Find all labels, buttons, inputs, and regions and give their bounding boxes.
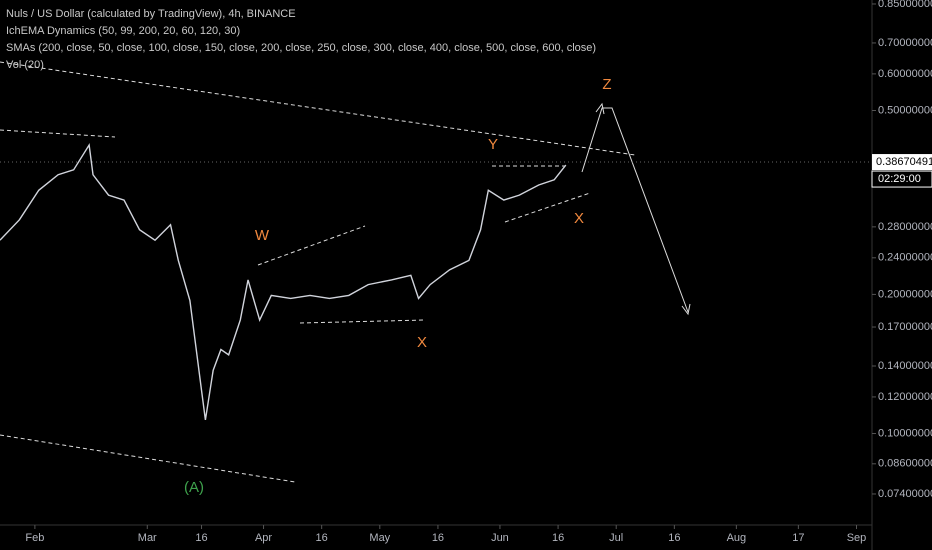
trendlines bbox=[0, 61, 636, 483]
wave-label: X bbox=[417, 334, 427, 351]
x-tick-label: 16 bbox=[316, 532, 328, 544]
wave-label: Z bbox=[602, 76, 611, 93]
y-tick-label: 0.14000000 bbox=[878, 360, 932, 372]
header-line: Vol (20) bbox=[6, 59, 44, 71]
x-tick-label: Mar bbox=[138, 532, 157, 544]
y-tick-label: 0.07400000 bbox=[878, 488, 932, 500]
y-tick-label: 0.50000000 bbox=[878, 104, 932, 116]
y-tick-label: 0.17000000 bbox=[878, 321, 932, 333]
y-tick-label: 0.10000000 bbox=[878, 427, 932, 439]
header-line: IchEMA Dynamics (50, 99, 200, 20, 60, 12… bbox=[6, 25, 240, 37]
y-tick-label: 0.24000000 bbox=[878, 252, 932, 264]
y-tick-label: 0.12000000 bbox=[878, 391, 932, 403]
trendline bbox=[504, 192, 591, 223]
trendline bbox=[0, 61, 636, 156]
trendline bbox=[257, 225, 366, 266]
y-tick-label: 0.60000000 bbox=[878, 68, 932, 80]
x-tick-label: Sep bbox=[847, 532, 867, 544]
arrow-head bbox=[595, 102, 605, 115]
wave-label: (A) bbox=[184, 479, 204, 496]
y-tick-label: 0.70000000 bbox=[878, 37, 932, 49]
header-line: SMAs (200, close, 50, close, 100, close,… bbox=[6, 42, 596, 54]
y-tick-label: 0.28000000 bbox=[878, 221, 932, 233]
x-tick-label: Jul bbox=[609, 532, 623, 544]
x-tick-label: 16 bbox=[432, 532, 444, 544]
x-tick-label: 16 bbox=[195, 532, 207, 544]
legend-header: Nuls / US Dollar (calculated by TradingV… bbox=[6, 8, 596, 71]
last-price-tag bbox=[872, 154, 932, 171]
header-line: Nuls / US Dollar (calculated by TradingV… bbox=[6, 8, 296, 20]
x-tick-label: May bbox=[369, 532, 390, 544]
countdown-tag bbox=[871, 170, 932, 188]
projection-path bbox=[581, 107, 689, 313]
x-tick-label: 17 bbox=[792, 532, 804, 544]
x-tick-label: Apr bbox=[255, 532, 272, 544]
price-line bbox=[0, 142, 567, 421]
trendline bbox=[0, 129, 116, 138]
y-tick-label: 0.20000000 bbox=[878, 288, 932, 300]
wave-label: X bbox=[574, 210, 584, 227]
wave-label: Y bbox=[488, 136, 498, 153]
x-tick-label: 16 bbox=[552, 532, 564, 544]
x-tick-label: Jun bbox=[491, 532, 509, 544]
arrow-head bbox=[681, 303, 691, 316]
x-tick-label: Aug bbox=[727, 532, 747, 544]
x-tick-label: 16 bbox=[668, 532, 680, 544]
last-price-label: 0.38670491 bbox=[876, 156, 932, 168]
projection bbox=[581, 102, 691, 316]
trendline bbox=[0, 434, 296, 483]
countdown-label: 02:29:00 bbox=[878, 173, 921, 185]
x-tick-label: Feb bbox=[25, 532, 44, 544]
y-tick-label: 0.08600000 bbox=[878, 458, 932, 470]
y-tick-label: 0.85000000 bbox=[878, 0, 932, 10]
wave-label: W bbox=[255, 227, 270, 244]
